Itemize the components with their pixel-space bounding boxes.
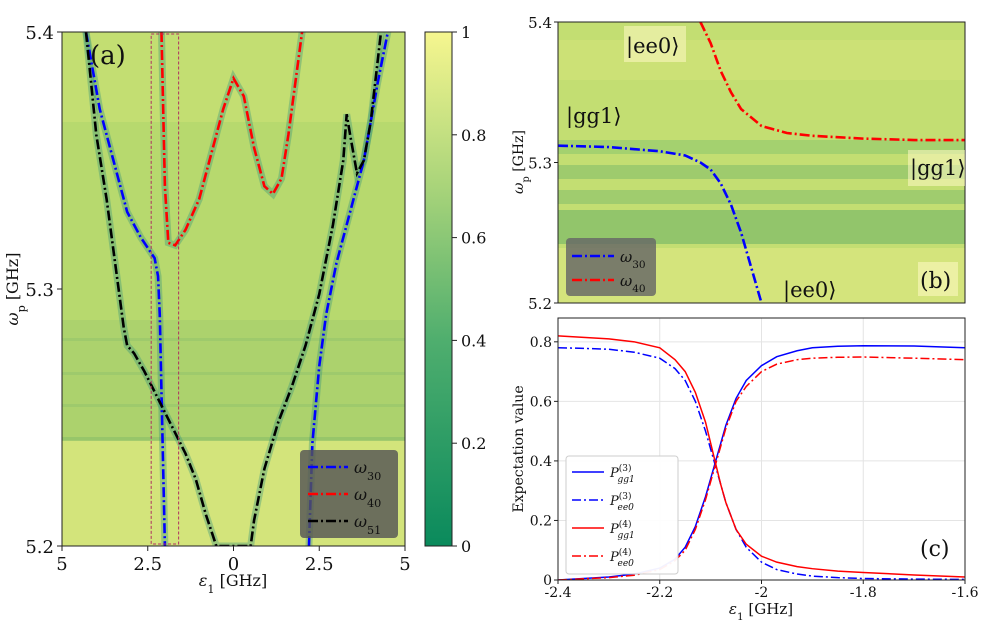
legend-label: P(4) gg1 (609, 519, 635, 541)
panel-c-xlabel: ε1 [GHz] (729, 600, 793, 623)
panel-a: 5 2.5 0 2.5 5 5.2 5.3 5.4 (a) ε1 [GHz] ωp [GHz… (3, 23, 411, 596)
panel-a-ylabel: ωp [GHz] (3, 253, 28, 326)
legend-label: P(3) ee0 (609, 491, 634, 513)
colorbar-gradient (424, 31, 453, 547)
panel-a-label: (a) (90, 41, 126, 71)
y-tick-label: 0.2 (530, 513, 552, 529)
panel-a-lines (84, 32, 390, 546)
legend-label: ω30 (354, 458, 381, 483)
y-tick-label: 5.3 (25, 280, 54, 301)
legend-label: ω40 (620, 272, 646, 295)
legend-label: ω51 (354, 512, 381, 537)
series-line-P(3) ee0 (558, 347, 965, 580)
colorbar-tick-label: 0 (461, 537, 471, 556)
panel-c-y-axis: 0 0.2 0.4 0.6 0.8 (530, 335, 558, 589)
annotation-ee0-bottom: |ee0⟩ (783, 278, 836, 303)
highlight-box (150, 33, 180, 545)
panel-b-y-axis: 5.2 5.3 5.4 (528, 14, 558, 313)
colorbar-tick-label: 0.4 (461, 331, 486, 350)
y-tick-label: 0.8 (530, 335, 552, 351)
y-tick-label: 0.4 (530, 454, 552, 470)
y-tick-label: 5.4 (25, 23, 54, 44)
series-line-ω40 (160, 32, 304, 247)
x-tick-label: 2.5 (305, 554, 334, 575)
x-tick-label: 2.5 (133, 554, 162, 575)
colorbar: 0 0.2 0.4 0.6 0.8 1 (424, 23, 486, 556)
annotation-gg1-left: |gg1⟩ (566, 104, 622, 129)
colorbar-tick-label: 0.2 (461, 434, 486, 453)
series-line-ω30 (558, 144, 763, 303)
colorbar-tick-label: 0.8 (461, 126, 486, 145)
y-tick-label: 5.4 (528, 14, 552, 32)
x-tick-label: 5 (56, 554, 67, 575)
panel-a-xlabel: ε1 [GHz] (199, 571, 267, 596)
series-line-ω40 (699, 22, 965, 142)
series-line-ω30 (84, 32, 167, 546)
x-tick-label: -2.2 (646, 585, 673, 601)
panel-c-legend: P(3) gg1 P(3) ee0 P(4) gg1 P(4) ee0 (565, 455, 679, 575)
legend-label: ω30 (620, 248, 646, 271)
x-tick-label: -1.8 (850, 585, 877, 601)
panel-c-x-axis: -2.4 -2.2 -2 -1.8 -1.6 (545, 580, 979, 601)
x-tick-label: 5 (399, 554, 410, 575)
y-tick-label: 5.2 (25, 537, 54, 558)
y-tick-label: 5.3 (528, 155, 552, 173)
series-line-P(4) gg1 (558, 335, 965, 578)
panel-c-ylabel: Expectation value (511, 385, 527, 512)
legend-label: P(4) ee0 (609, 547, 634, 569)
colorbar-tick-label: 0.6 (461, 229, 486, 248)
annotation-ee0-top: |ee0⟩ (626, 34, 679, 59)
colorbar-ticks: 0 0.2 0.4 0.6 0.8 1 (452, 23, 486, 556)
panel-c: -2.4 -2.2 -2 -1.8 -1.6 0 0.2 0.4 0.6 0.8 ε1 [GHz… (511, 317, 979, 623)
series-line-ω30 (307, 32, 390, 546)
legend-label: P(3) gg1 (609, 463, 635, 485)
series-line-ω51 (84, 32, 383, 546)
annotation-gg1-right: |gg1⟩ (910, 156, 966, 181)
x-tick-label: -2 (755, 585, 769, 601)
colorbar-tick-label: 1 (461, 23, 471, 42)
panel-b-label: (b) (920, 269, 951, 294)
panel-b-lines (558, 22, 965, 303)
y-tick-label: 0.6 (530, 394, 552, 410)
panel-b: 5.2 5.3 5.4 ωp [GHz] |ee0⟩ |gg1⟩ |gg1⟩ |ee… (511, 14, 966, 313)
x-tick-label: -2.4 (545, 585, 572, 601)
panel-a-y-axis: 5.2 5.3 5.4 (25, 23, 62, 558)
x-tick-label: 0 (228, 554, 239, 575)
y-tick-label: 0 (543, 573, 552, 589)
panel-a-x-axis: 5 2.5 0 2.5 5 (56, 546, 411, 575)
legend-label: ω40 (354, 485, 381, 510)
panel-c-label: (c) (920, 537, 950, 562)
y-tick-label: 5.2 (528, 295, 552, 313)
x-tick-label: -1.6 (952, 585, 979, 601)
panel-b-ylabel: ωp [GHz] (511, 130, 532, 194)
